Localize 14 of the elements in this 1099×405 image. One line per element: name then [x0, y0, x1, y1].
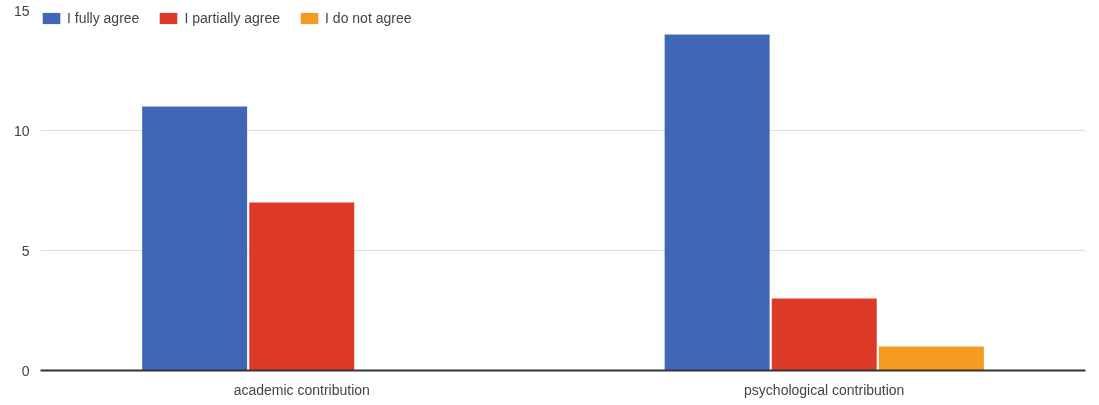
bar — [878, 346, 984, 371]
bar — [664, 34, 770, 371]
legend-label: I partially agree — [184, 10, 281, 26]
legend-label: I do not agree — [325, 10, 412, 26]
x-tick-label: psychological contribution — [744, 381, 905, 398]
y-tick-label: 0 — [21, 362, 30, 379]
y-tick-label: 15 — [13, 2, 30, 19]
y-tick-label: 10 — [13, 122, 30, 139]
legend-label: I fully agree — [67, 10, 140, 26]
bar — [771, 298, 877, 371]
x-tick-label: academic contribution — [233, 381, 370, 398]
bar — [142, 106, 248, 371]
bar — [249, 202, 355, 371]
y-tick-label: 5 — [21, 242, 30, 259]
